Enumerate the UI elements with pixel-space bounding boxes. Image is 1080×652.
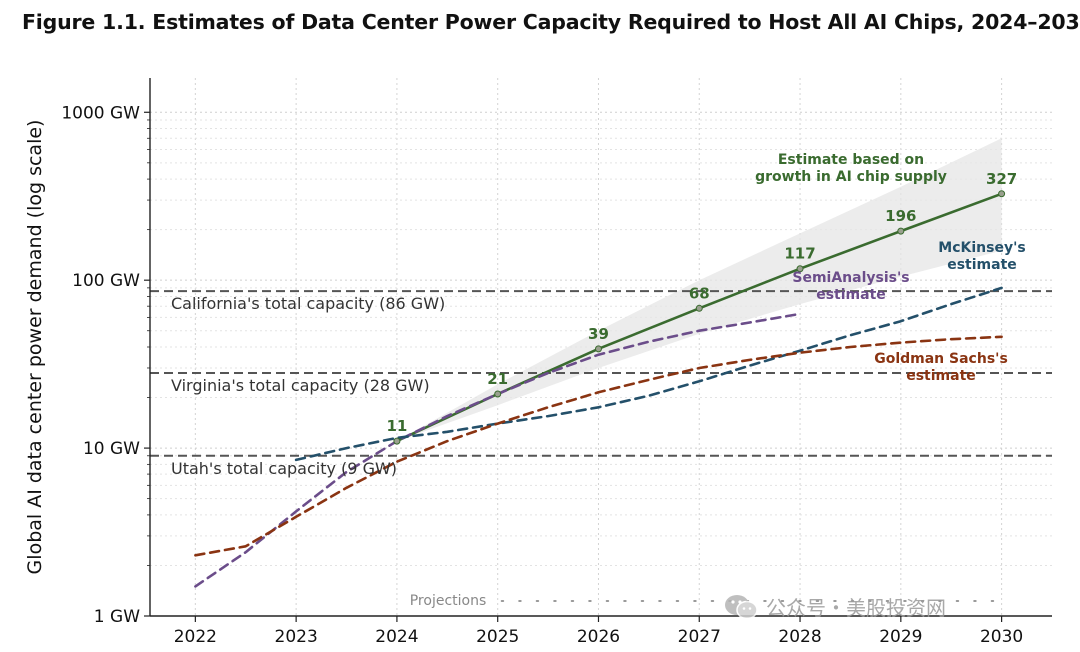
series-label: estimate: [816, 287, 886, 303]
y-axis-label: Global AI data center power demand (log …: [24, 120, 46, 575]
series-label: Estimate based on: [778, 152, 924, 168]
data-point: [393, 437, 401, 445]
data-point: [998, 190, 1006, 198]
data-label: 117: [784, 245, 815, 263]
chip-supply-range-band: [396, 138, 1002, 442]
figure-title: Figure 1.1. Estimates of Data Center Pow…: [22, 10, 1080, 34]
series-label: SemiAnalysis's: [792, 270, 909, 286]
labels: California's total capacity (86 GW) Virgi…: [171, 152, 1026, 609]
x-tick-label: 2025: [476, 627, 519, 647]
series-label: McKinsey's: [938, 240, 1025, 256]
data-point: [594, 345, 602, 353]
x-tick-label: 2022: [174, 627, 217, 647]
data-point: [796, 265, 804, 273]
data-label: 21: [487, 370, 508, 388]
series-line: [194, 335, 1003, 557]
data-label: 11: [386, 417, 407, 435]
x-tick-label: 2023: [275, 627, 318, 647]
y-tick-label: 100 GW: [72, 271, 140, 291]
data-label: 196: [885, 207, 916, 225]
x-tick-label: 2030: [980, 627, 1023, 647]
series-label: growth in AI chip supply: [755, 169, 947, 185]
reference-line-label: California's total capacity (86 GW): [171, 294, 445, 313]
series-line: [294, 286, 1003, 462]
y-tick-label: 1000 GW: [61, 103, 140, 123]
data-point: [695, 304, 703, 312]
y-tick-label: 10 GW: [83, 439, 140, 459]
data-label: 68: [689, 284, 710, 302]
wechat-icon: [724, 594, 758, 620]
watermark-text: 公众号・美股投资网: [766, 596, 946, 620]
y-tick-label: 1 GW: [94, 607, 140, 627]
series-label: estimate: [906, 368, 976, 384]
uncertainty-band: [396, 138, 1002, 442]
series-label: estimate: [947, 257, 1017, 273]
data-point: [494, 390, 502, 398]
watermark: 公众号・美股投资网: [724, 592, 946, 621]
reference-line-label: Virginia's total capacity (28 GW): [171, 376, 430, 395]
x-tick-label: 2027: [678, 627, 721, 647]
x-tick-label: 2024: [375, 627, 418, 647]
axes: 2022 2023 2024 2025 2026 2027 2028 2029 2030 1 GW…: [24, 78, 1052, 647]
data-label: 39: [588, 325, 609, 343]
series-label: Goldman Sachs's: [874, 351, 1008, 367]
reference-line-label: Utah's total capacity (9 GW): [171, 459, 397, 478]
data-point: [897, 227, 905, 235]
series-lines: [194, 190, 1006, 588]
data-label: 327: [986, 170, 1017, 188]
reference-lines: [150, 290, 1052, 457]
x-tick-label: 2028: [778, 627, 821, 647]
projections-label: Projections: [410, 593, 487, 609]
x-tick-label: 2029: [879, 627, 922, 647]
x-tick-label: 2026: [577, 627, 620, 647]
